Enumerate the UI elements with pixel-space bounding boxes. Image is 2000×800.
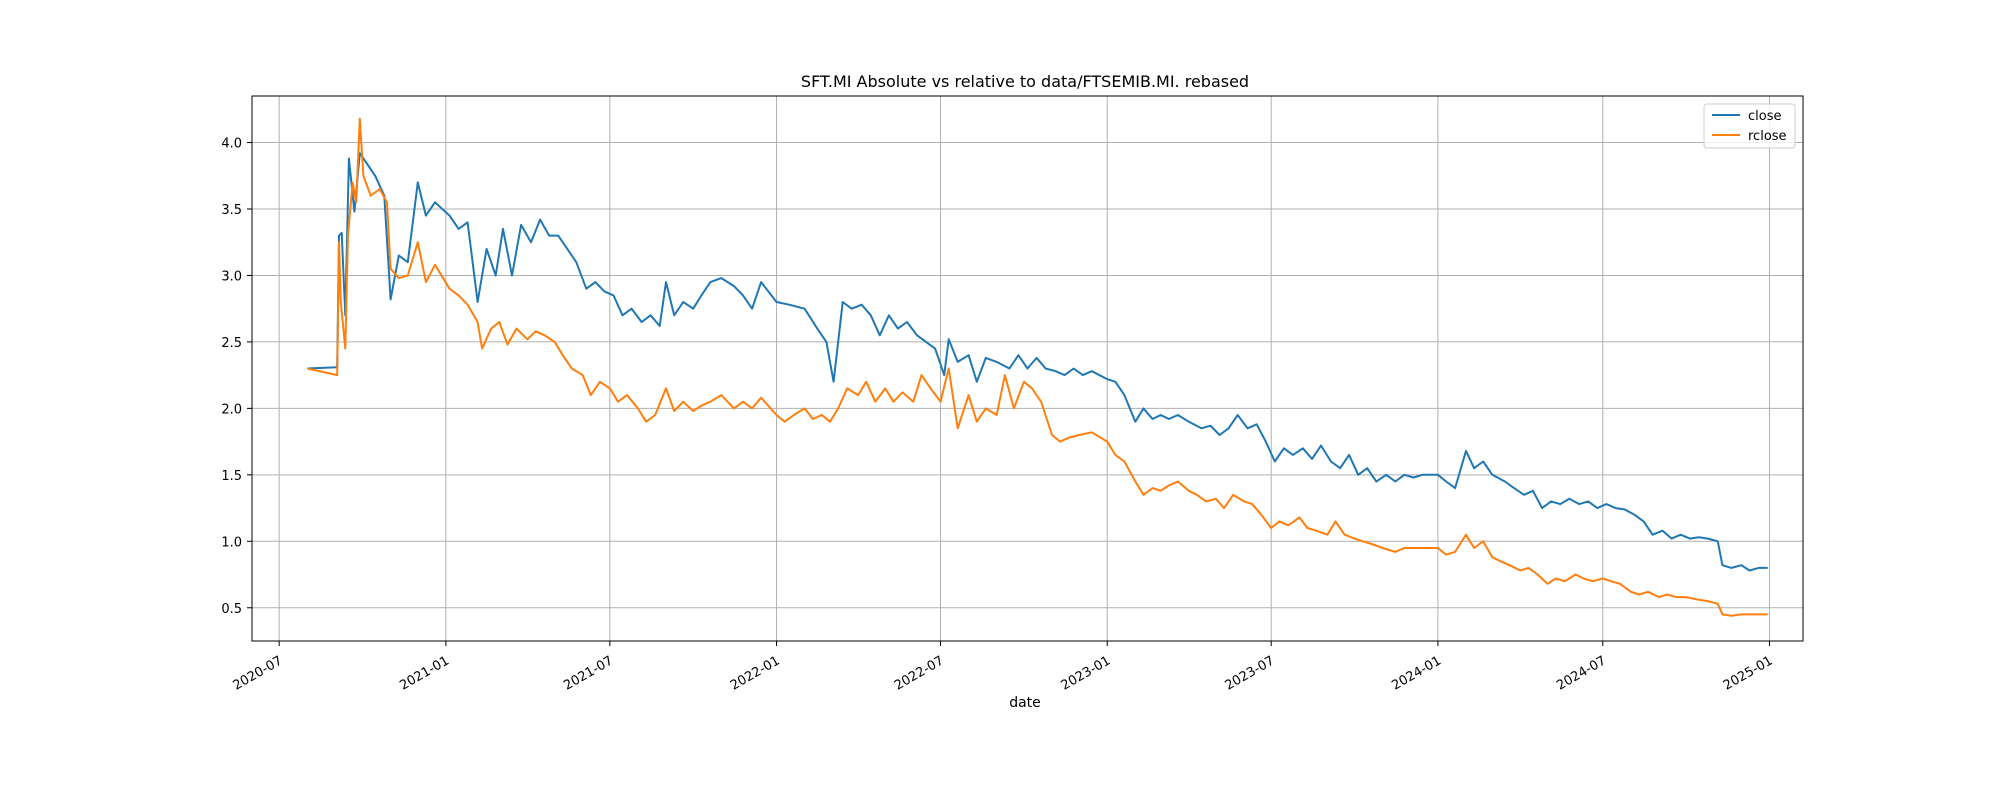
y-tick-label: 1.5 [221, 469, 242, 484]
legend-label-rclose: rclose [1748, 129, 1787, 144]
y-tick-label: 3.5 [221, 203, 242, 218]
series-line-close [307, 152, 1768, 572]
y-tick-label: 2.0 [221, 402, 242, 417]
series-line-rclose [307, 117, 1768, 617]
y-tick-label: 1.0 [221, 535, 242, 550]
legend: close rclose [1703, 103, 1796, 149]
x-axis-label: date [1009, 695, 1041, 711]
y-axis: 0.5 1.0 1.5 2.0 2.5 3.0 3.5 4.0 [221, 137, 252, 617]
y-tick-label: 3.0 [221, 269, 242, 284]
y-tick-label: 4.0 [221, 137, 242, 152]
y-tick-label: 2.5 [221, 336, 242, 351]
plot-frame [251, 95, 1804, 642]
y-tick-label: 0.5 [221, 602, 242, 617]
series-layer [307, 117, 1768, 617]
chart-title: SFT.MI Absolute vs relative to data/FTSE… [801, 72, 1249, 91]
legend-label-close: close [1748, 109, 1781, 124]
grid [252, 96, 1803, 641]
